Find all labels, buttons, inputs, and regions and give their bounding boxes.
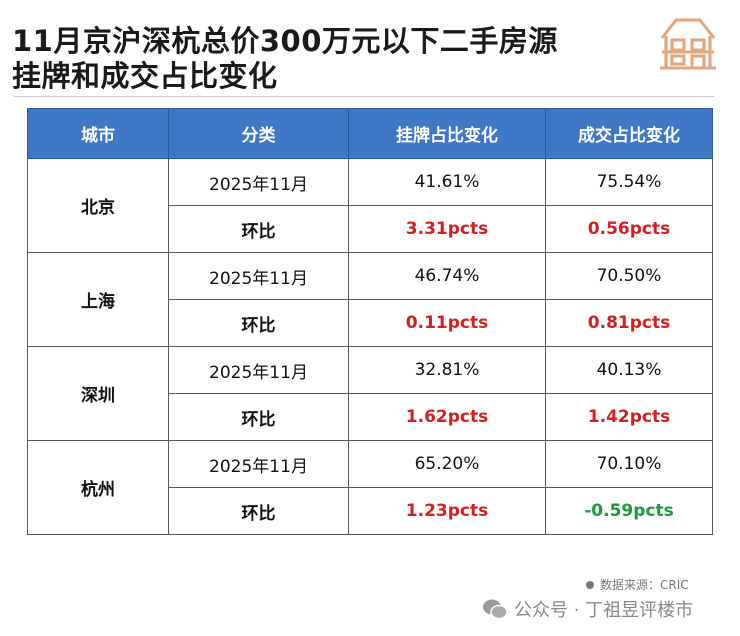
category-cell: 环比 <box>168 393 349 441</box>
table-row: 上海 2025年11月 46.74% 70.50% <box>27 252 713 347</box>
category-cell: 2025年11月 <box>168 346 349 394</box>
city-cell: 深圳 <box>27 346 169 441</box>
city-cell: 杭州 <box>27 440 169 535</box>
bullet-icon <box>586 581 594 589</box>
category-cell: 2025年11月 <box>168 440 349 488</box>
city-cell: 北京 <box>27 158 169 253</box>
title-line-2: 挂牌和成交占比变化 <box>12 59 278 93</box>
table-row: 深圳 2025年11月 32.81% 40.13% <box>27 346 713 441</box>
title-line-1: 11月京沪深杭总价300万元以下二手房源 <box>12 24 558 58</box>
listing-cell: 0.11pcts <box>348 299 546 347</box>
deal-cell: 70.50% <box>545 252 713 300</box>
table-row: 北京 2025年11月 41.61% 75.54% <box>27 158 713 253</box>
account-text: 公众号 · 丁祖昱评楼市 <box>514 600 694 621</box>
deal-cell: 0.56pcts <box>545 205 713 253</box>
listing-cell: 46.74% <box>348 252 546 300</box>
header-city: 城市 <box>27 108 169 159</box>
data-table: 城市 分类 挂牌占比变化 成交占比变化 北京 2025年11月 41.61% 75.5… <box>27 108 713 535</box>
deal-cell: -0.59pcts <box>545 487 713 535</box>
wechat-icon <box>483 599 508 620</box>
deal-cell: 0.81pcts <box>545 299 713 347</box>
table-row: 杭州 2025年11月 65.20% 70.10% <box>27 440 713 535</box>
category-cell: 2025年11月 <box>168 252 349 300</box>
wechat-account: 公众号 · 丁祖昱评楼市 <box>482 596 693 622</box>
page-title: 11月京沪深杭总价300万元以下二手房源 挂牌和成交占比变化 <box>12 24 558 94</box>
listing-cell: 1.62pcts <box>348 393 546 441</box>
table-row: 环比 1.23pcts -0.59pcts <box>28 487 713 535</box>
table-row: 环比 0.11pcts 0.81pcts <box>28 299 713 347</box>
deal-cell: 40.13% <box>545 346 713 394</box>
deal-cell: 70.10% <box>545 440 713 488</box>
listing-cell: 41.61% <box>348 158 546 206</box>
house-icon <box>660 18 716 70</box>
listing-cell: 1.23pcts <box>348 487 546 535</box>
category-cell: 2025年11月 <box>168 158 349 206</box>
header-deal: 成交占比变化 <box>545 108 713 159</box>
listing-cell: 3.31pcts <box>348 205 546 253</box>
source-text: 数据来源：CRIC <box>600 578 689 592</box>
header-category: 分类 <box>168 108 349 159</box>
category-cell: 环比 <box>168 299 349 347</box>
table-row: 环比 1.62pcts 1.42pcts <box>28 393 713 441</box>
category-cell: 环比 <box>168 205 349 253</box>
city-cell: 上海 <box>27 252 169 347</box>
deal-cell: 75.54% <box>545 158 713 206</box>
listing-cell: 32.81% <box>348 346 546 394</box>
header-listing: 挂牌占比变化 <box>348 108 546 159</box>
table-row: 环比 3.31pcts 0.56pcts <box>28 205 713 253</box>
deal-cell: 1.42pcts <box>545 393 713 441</box>
source-note: 数据来源：CRIC <box>586 576 689 593</box>
category-cell: 环比 <box>168 487 349 535</box>
listing-cell: 65.20% <box>348 440 546 488</box>
divider <box>14 96 714 97</box>
